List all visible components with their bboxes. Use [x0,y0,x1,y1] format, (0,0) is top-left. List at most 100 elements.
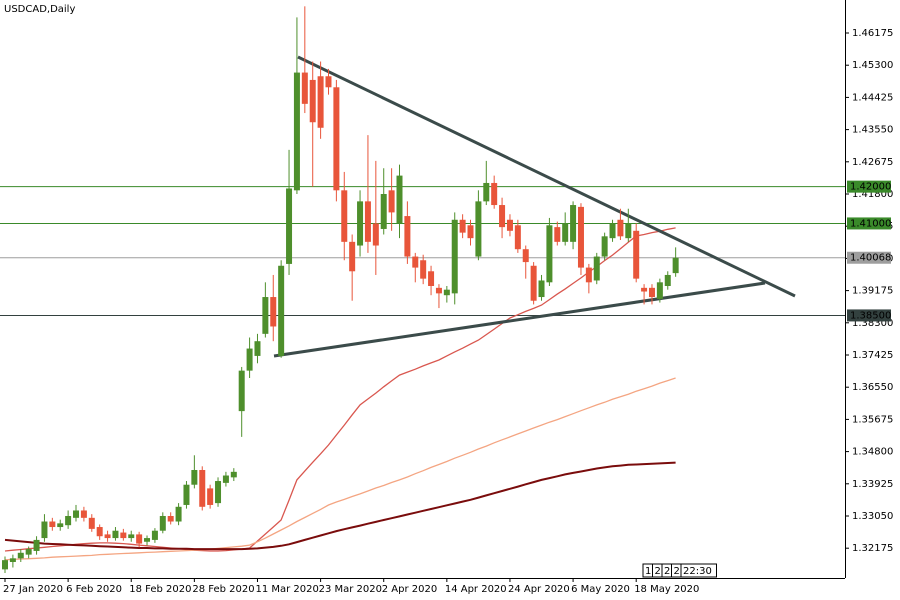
candle-body [215,481,222,504]
x-tick-label: 6 May 2020 [571,584,630,595]
time-label: 2 [674,566,680,577]
candle-body [459,219,466,233]
y-tick-label: 1.35675 [852,414,893,425]
candle-body [664,274,671,287]
level-label-box [847,309,891,322]
candle-body [183,484,190,505]
candle-body [617,219,624,237]
y-tick-label: 1.32175 [852,543,893,554]
candle-body [483,182,490,202]
moving-average [4,377,676,561]
candle-body [309,79,316,123]
y-tick-label: 1.39175 [852,286,893,297]
candle-body [238,370,245,412]
candle-body [554,227,561,242]
moving-average [4,227,676,552]
time-label-box [680,563,717,578]
y-tick-label: 1.33925 [852,479,893,490]
candle-body [443,289,450,296]
candle-body [546,225,553,283]
candle-body [254,341,261,356]
x-tick-label: 6 Feb 2020 [66,584,122,595]
candle-body [577,206,584,268]
level-label: 1.40068 [850,253,891,264]
candle-body [207,488,214,505]
candle-body [104,534,111,539]
candle-body [648,287,655,298]
time-label: 2 [655,566,661,577]
candle-body [625,223,632,239]
candle-body [25,549,32,555]
candle-body [151,530,158,540]
x-tick-label: 23 Mar 2020 [319,584,382,595]
candle-body [199,469,206,507]
candle-body [17,552,24,559]
candle-body [364,201,371,242]
candle-body [191,469,198,485]
candle-body [514,225,521,250]
candle-body [475,201,482,257]
level-label-box [847,217,891,230]
candle-body [144,538,151,542]
candle-body [49,521,56,528]
candle-body [593,256,600,281]
y-tick-label: 1.38300 [852,318,893,329]
candle-body [136,534,143,544]
candle-body [428,271,435,287]
y-tick-label: 1.37425 [852,350,893,361]
candle-body [570,205,577,242]
candle-body [522,249,529,263]
candle-body [33,539,40,551]
candle-body [80,510,87,518]
x-tick-label: 28 Feb 2020 [192,584,254,595]
level-label-box [847,180,891,193]
level-label: 1.38500 [850,310,891,321]
x-tick-label: 18 Feb 2020 [129,584,191,595]
candle-body [293,72,300,191]
chart-title: USDCAD,Daily [4,4,75,15]
candle-body [317,76,324,128]
candle-body [65,515,72,526]
candle-body [491,182,498,206]
candle-body [633,230,640,279]
y-tick-label: 1.42675 [852,157,893,168]
candle-body [120,532,127,539]
candle-body [159,515,166,531]
candle-body [57,523,64,528]
candle-body [341,190,348,242]
candle-body [601,236,608,257]
candle-body [128,534,135,539]
candle-body [404,216,411,257]
candle-body [73,510,80,518]
candle-body [388,190,395,213]
level-label-box [847,251,891,264]
candle-body [167,515,174,522]
y-tick-label: 1.45300 [852,60,893,71]
candle-body [270,297,277,327]
candle-body [451,219,458,294]
candle-body [286,188,293,264]
candle-body [380,194,387,229]
candle-body [499,205,506,228]
candle-body [672,257,679,274]
candle-body [301,72,308,104]
resistance-trendline [297,55,796,298]
candle-body [656,282,663,299]
candle-body [420,260,427,279]
x-tick-label: 24 Apr 2020 [508,584,570,595]
candle-body [412,256,419,268]
x-tick-label: 11 Mar 2020 [255,584,318,595]
candle-body [538,280,545,298]
y-tick-label: 1.46175 [852,28,893,39]
candle-body [435,287,442,294]
moving-average [4,461,676,551]
candle-body [175,506,182,522]
candle-body [641,287,648,292]
x-tick-label: 14 Apr 2020 [445,584,507,595]
y-tick-label: 1.41800 [852,189,893,200]
y-tick-label: 1.43550 [852,125,893,136]
candle-body [112,530,119,539]
plot-area [0,186,845,561]
level-label: 1.41000 [850,218,891,229]
